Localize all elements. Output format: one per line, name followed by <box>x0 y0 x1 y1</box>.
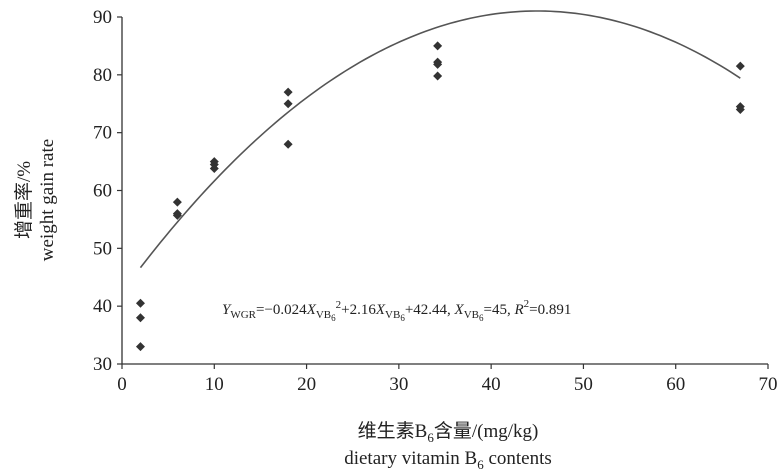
data-point <box>735 61 745 71</box>
data-point <box>433 59 443 69</box>
data-point <box>172 210 182 220</box>
x-tick-label: 60 <box>666 374 685 395</box>
y-tick-label: 40 <box>93 296 112 317</box>
data-point <box>172 197 182 207</box>
data-points <box>135 41 745 352</box>
y-ticks: 30 40 50 60 70 80 90 <box>93 7 122 375</box>
x-tick-label: 10 <box>205 374 224 395</box>
y-axis-label-cn: 增重率/% <box>13 161 35 239</box>
y-axis-label-en: weight gain rate <box>37 139 58 261</box>
data-point <box>283 99 293 109</box>
y-tick-label: 80 <box>93 65 112 86</box>
x-tick-label: 30 <box>389 374 408 395</box>
y-tick-label: 60 <box>93 181 112 202</box>
x-tick-label: 40 <box>482 374 501 395</box>
x-tick-label: 50 <box>574 374 593 395</box>
x-tick-label: 20 <box>297 374 316 395</box>
x-tick-label: 70 <box>759 374 778 395</box>
x-tick-label: 0 <box>117 374 127 395</box>
y-tick-label: 50 <box>93 238 112 259</box>
y-tick-label: 70 <box>93 123 112 144</box>
data-point <box>135 298 145 308</box>
x-axis-label-cn: 维生素B6含量/(mg/kg) <box>358 420 539 445</box>
data-point <box>735 105 745 115</box>
x-ticks: 0 10 20 30 40 50 60 70 <box>117 364 778 395</box>
data-point <box>135 313 145 323</box>
y-tick-label: 90 <box>93 7 112 28</box>
fit-curve <box>139 10 741 269</box>
data-point <box>283 87 293 97</box>
data-point <box>433 71 443 81</box>
data-point <box>283 139 293 149</box>
data-point <box>433 41 443 51</box>
x-axis-label-en: dietary vitamin B6 contents <box>344 448 552 471</box>
y-tick-label: 30 <box>93 354 112 375</box>
data-point <box>209 164 219 174</box>
regression-equation: YWGR=−0.024XVB62+2.16XVB6+42.44, XVB6=45… <box>222 298 571 323</box>
data-point <box>135 342 145 352</box>
